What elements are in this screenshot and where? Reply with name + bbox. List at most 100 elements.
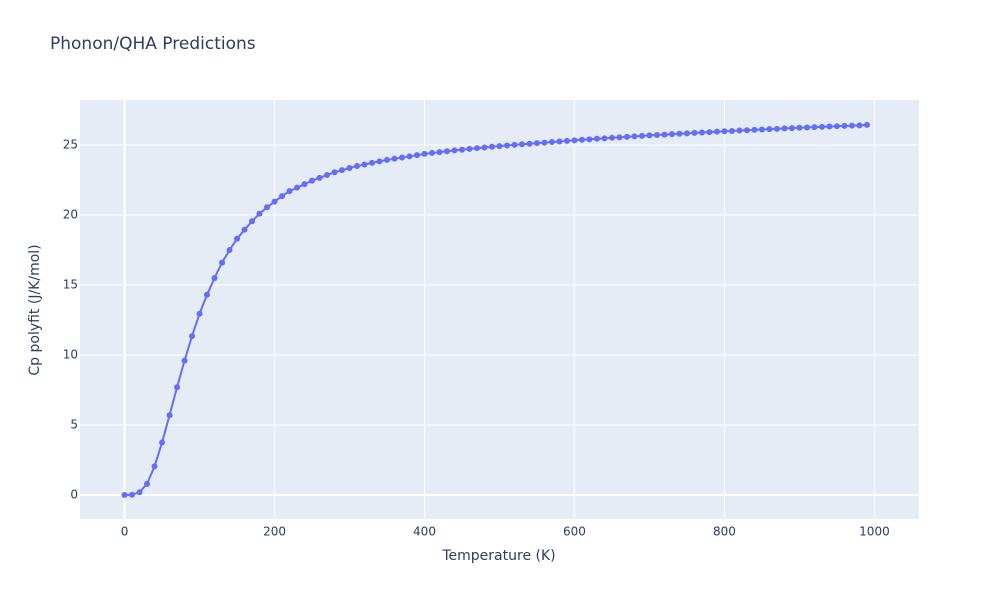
data-point [136,489,143,496]
x-tick-label: 800 [713,525,736,539]
data-point [736,127,743,134]
y-tick-label: 0 [70,488,78,502]
y-axis-title: Cp polyfit (J/K/mol) [27,244,43,375]
data-point [533,140,540,147]
x-tick-label: 0 [121,525,129,539]
chart-title: Phonon/QHA Predictions [50,34,256,54]
data-point [211,274,218,281]
data-point [743,127,750,134]
data-point [301,181,308,188]
data-point [826,123,833,130]
data-point [316,174,323,181]
data-point [144,480,151,487]
data-point [571,137,578,144]
plot-background [80,100,919,519]
data-point [376,158,383,165]
data-point [511,141,518,148]
data-point [354,162,361,169]
data-point [331,169,338,176]
y-tick-label: 5 [70,418,78,432]
data-point [848,122,855,129]
data-point [503,142,510,149]
data-point [653,132,660,139]
y-tick-label: 15 [63,277,78,291]
data-point [166,412,173,419]
data-point [234,235,241,242]
data-point [451,147,458,154]
data-point [518,141,525,148]
y-tick-label: 20 [63,207,78,221]
data-point [121,492,128,499]
data-point [279,193,286,200]
data-point [459,146,466,153]
data-point [563,137,570,144]
x-tick-label: 1000 [859,525,890,539]
data-point [444,148,451,155]
data-point [796,124,803,131]
data-point [818,123,825,130]
data-point [698,129,705,136]
data-point [758,126,765,133]
data-line [124,123,868,497]
data-point [661,131,668,138]
data-point [541,139,548,146]
data-point [339,167,346,174]
data-point [601,135,608,142]
data-point [429,149,436,156]
data-point [391,155,398,162]
data-point [548,139,555,146]
data-point [728,127,735,134]
x-tick-label: 400 [413,525,436,539]
data-point [384,156,391,163]
x-tick-label: 200 [263,525,286,539]
data-point [713,128,720,135]
data-point [489,143,496,150]
data-point [616,134,623,141]
data-point [294,184,301,191]
data-point [369,159,376,166]
data-point [676,130,683,137]
data-point [751,126,758,133]
data-point [766,126,773,133]
data-point [803,124,810,131]
data-point [174,384,181,391]
data-point [773,125,780,132]
data-point [241,226,248,233]
data-point [781,125,788,132]
y-tick-label: 10 [63,348,78,362]
data-point [788,125,795,132]
data-point [421,150,428,157]
data-point [811,124,818,131]
x-tick-label: 600 [563,525,586,539]
data-point [204,291,211,298]
data-point [249,218,256,225]
data-point [721,128,728,135]
data-point [414,152,421,159]
data-point [361,161,368,168]
data-point [264,204,271,211]
data-point [256,210,263,217]
data-point [578,136,585,143]
data-point [623,133,630,140]
data-point [159,439,166,446]
data-point [286,188,293,195]
data-point [474,145,481,152]
data-point [683,130,690,137]
data-point [856,122,863,129]
data-point [526,140,533,147]
data-point [556,138,563,145]
data-point [309,177,316,184]
data-point [863,121,870,128]
data-point [406,153,413,160]
data-point [586,136,593,143]
data-point [706,129,713,136]
data-point [324,172,331,179]
x-axis-title: Temperature (K) [441,548,555,564]
data-point [608,134,615,141]
data-point [481,144,488,151]
y-tick-label: 25 [63,137,78,151]
data-point [181,357,188,364]
data-point [646,132,653,139]
data-point [196,310,203,317]
